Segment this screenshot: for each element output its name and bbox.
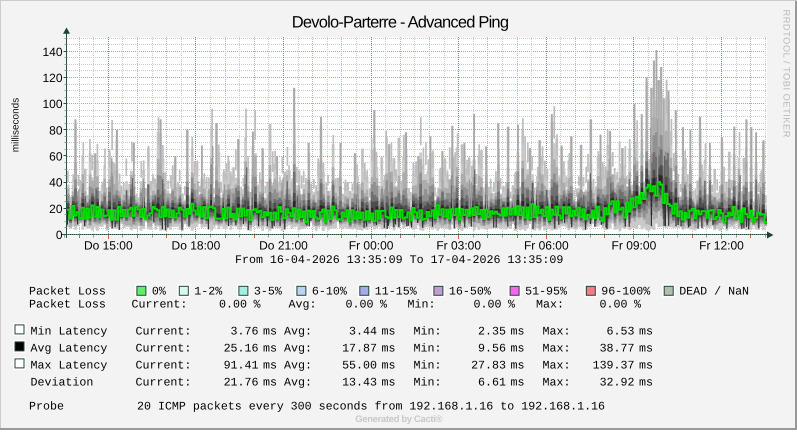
svg-text:6.61: 6.61	[478, 376, 506, 389]
svg-text:Fr 06:00: Fr 06:00	[524, 238, 569, 252]
svg-text:140: 140	[42, 45, 62, 59]
svg-text:RRDTOOL / TOBI OETIKER: RRDTOOL / TOBI OETIKER	[782, 10, 792, 138]
svg-text:ms: ms	[263, 360, 277, 373]
svg-text:0%: 0%	[152, 286, 166, 299]
svg-text:100: 100	[42, 97, 62, 111]
svg-text:Avg:: Avg:	[284, 343, 312, 356]
svg-text:51-95%: 51-95%	[525, 286, 567, 299]
svg-text:0.00: 0.00	[474, 298, 502, 311]
svg-text:96-100%: 96-100%	[601, 286, 650, 299]
svg-text:40: 40	[49, 176, 63, 190]
svg-text:6-10%: 6-10%	[312, 286, 347, 299]
svg-text:ms: ms	[263, 343, 277, 356]
svg-text:ms: ms	[382, 360, 396, 373]
svg-text:120: 120	[42, 71, 62, 85]
svg-text:Min:: Min:	[414, 343, 442, 356]
svg-text:%: %	[254, 298, 261, 311]
svg-text:27.83: 27.83	[471, 360, 506, 373]
svg-text:%: %	[380, 298, 387, 311]
svg-text:0.00: 0.00	[219, 298, 247, 311]
svg-text:13.43: 13.43	[342, 376, 377, 389]
svg-text:ms: ms	[511, 326, 525, 339]
svg-text:ms: ms	[511, 343, 525, 356]
svg-text:16-50%: 16-50%	[449, 286, 491, 299]
svg-text:32.92: 32.92	[600, 376, 635, 389]
svg-text:60: 60	[49, 150, 63, 164]
svg-text:Probe: Probe	[29, 400, 64, 413]
svg-text:%: %	[508, 298, 515, 311]
svg-text:Deviation: Deviation	[31, 376, 94, 389]
svg-text:ms: ms	[511, 360, 525, 373]
svg-text:Min:: Min:	[408, 298, 436, 311]
svg-text:ms: ms	[639, 326, 653, 339]
svg-text:Fr 00:00: Fr 00:00	[349, 238, 394, 252]
svg-text:55.00: 55.00	[342, 360, 377, 373]
svg-text:Fr 03:00: Fr 03:00	[436, 238, 481, 252]
svg-text:Min:: Min:	[414, 376, 442, 389]
svg-text:11-15%: 11-15%	[375, 286, 417, 299]
svg-text:Avg:: Avg:	[284, 376, 312, 389]
svg-text:80: 80	[49, 123, 63, 137]
svg-text:2.35: 2.35	[478, 326, 506, 339]
svg-text:20 ICMP packets every 300 seco: 20 ICMP packets every 300 seconds from 1…	[137, 400, 605, 413]
svg-text:Avg:: Avg:	[289, 298, 317, 311]
svg-text:Min Latency: Min Latency	[31, 326, 108, 339]
svg-text:ms: ms	[511, 376, 525, 389]
svg-text:ms: ms	[263, 376, 277, 389]
svg-text:Fr 12:00: Fr 12:00	[699, 238, 744, 252]
svg-text:38.77: 38.77	[600, 343, 635, 356]
svg-text:ms: ms	[639, 343, 653, 356]
svg-text:%: %	[634, 298, 641, 311]
svg-text:ms: ms	[639, 376, 653, 389]
svg-text:3.76: 3.76	[231, 326, 259, 339]
svg-text:Max:: Max:	[536, 298, 564, 311]
svg-text:Current:: Current:	[136, 326, 192, 339]
svg-text:0: 0	[56, 228, 63, 242]
svg-text:Max:: Max:	[543, 326, 571, 339]
svg-text:0.00: 0.00	[600, 298, 628, 311]
svg-text:Packet Loss: Packet Loss	[29, 286, 106, 299]
svg-text:3.44: 3.44	[349, 326, 377, 339]
svg-text:Max Latency: Max Latency	[31, 360, 108, 373]
svg-text:Packet Loss: Packet Loss	[29, 298, 106, 311]
svg-text:Fr 09:00: Fr 09:00	[612, 238, 657, 252]
svg-text:139.37: 139.37	[593, 360, 635, 373]
svg-text:Current:: Current:	[136, 343, 192, 356]
svg-text:3-5%: 3-5%	[254, 286, 282, 299]
svg-text:9.56: 9.56	[478, 343, 506, 356]
svg-text:Do 15:00: Do 15:00	[84, 238, 133, 252]
svg-text:Avg:: Avg:	[284, 360, 312, 373]
svg-text:Current:: Current:	[132, 298, 188, 311]
svg-text:Max:: Max:	[543, 360, 571, 373]
svg-text:Avg:: Avg:	[284, 326, 312, 339]
svg-text:1-2%: 1-2%	[194, 286, 222, 299]
svg-text:17.87: 17.87	[342, 343, 377, 356]
svg-text:ms: ms	[382, 343, 396, 356]
svg-text:25.16: 25.16	[224, 343, 259, 356]
svg-text:Min:: Min:	[414, 360, 442, 373]
svg-text:Current:: Current:	[136, 360, 192, 373]
svg-text:milliseconds: milliseconds	[11, 98, 22, 152]
svg-text:0.00: 0.00	[346, 298, 374, 311]
svg-text:From 16-04-2026 13:35:09 To 17: From 16-04-2026 13:35:09 To 17-04-2026 1…	[235, 254, 563, 267]
svg-text:Max:: Max:	[543, 376, 571, 389]
svg-text:Max:: Max:	[543, 343, 571, 356]
svg-text:ms: ms	[639, 360, 653, 373]
svg-text:Generated by Cacti®: Generated by Cacti®	[355, 414, 442, 425]
svg-text:Do 18:00: Do 18:00	[172, 238, 221, 252]
svg-text:ms: ms	[382, 376, 396, 389]
svg-text:21.76: 21.76	[224, 376, 259, 389]
svg-text:20: 20	[49, 202, 63, 216]
svg-text:91.41: 91.41	[224, 360, 259, 373]
svg-text:Avg Latency: Avg Latency	[31, 343, 108, 356]
svg-text:ms: ms	[382, 326, 396, 339]
svg-text:Current:: Current:	[136, 376, 192, 389]
svg-text:ms: ms	[263, 326, 277, 339]
svg-text:Do 21:00: Do 21:00	[259, 238, 308, 252]
svg-text:Devolo-Parterre - Advanced Pin: Devolo-Parterre - Advanced Ping	[292, 14, 509, 32]
svg-text:Min:: Min:	[414, 326, 442, 339]
svg-text:6.53: 6.53	[607, 326, 635, 339]
svg-text:DEAD / NaN: DEAD / NaN	[679, 286, 749, 299]
